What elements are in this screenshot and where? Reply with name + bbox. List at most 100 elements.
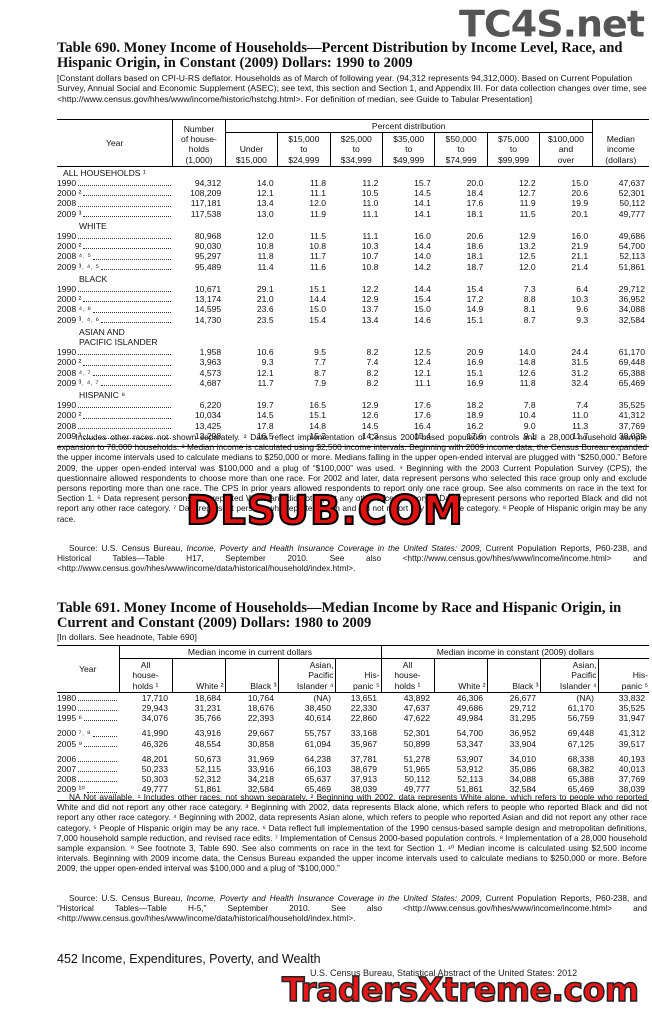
cell: 23.6	[256, 304, 274, 315]
source-title: Income, Poverty and Health Insurance Cov…	[186, 543, 480, 553]
cell: 49,984	[456, 713, 484, 724]
leader	[83, 215, 171, 217]
cell: 15.4	[414, 430, 431, 441]
cell: 19.9	[571, 198, 589, 209]
cell: 10.7	[361, 251, 379, 262]
cell: 9.1	[523, 430, 536, 441]
cell: 18.4	[466, 188, 484, 199]
cell: 15.0	[309, 304, 327, 315]
data-row: 2009 ³˒ ⁴˒ ⁵ 95,489 11.4 11.6 10.8 14.2 18.7 12…	[57, 262, 649, 272]
group-row: HISPANIC ⁸	[57, 388, 649, 400]
cell: 14.4	[309, 294, 327, 305]
cell: 49,686	[618, 231, 645, 242]
cell: 41,312	[618, 410, 645, 421]
column-header: Under $15,000	[224, 132, 278, 167]
header-row: Year Median income in current dollars Medi…	[57, 645, 650, 674]
data-row: 1995 ⁶ 34,076 35,766 22,393 40,614 22,860 47,6…	[57, 713, 649, 723]
cell: 14.2	[414, 261, 431, 272]
leader	[84, 745, 117, 747]
cell: 20.6	[571, 188, 589, 199]
cell: 11.4	[257, 261, 274, 272]
cell: 14.8	[309, 420, 327, 431]
year-wrap: 2008 ⁴˒ ⁷	[57, 368, 173, 378]
cell: 38,679	[350, 764, 378, 775]
cell: 14.1	[414, 198, 431, 209]
cell: 108,209	[190, 188, 222, 199]
cell: 8.2	[366, 377, 379, 388]
cell: 9.3	[576, 314, 589, 325]
leader	[92, 374, 171, 376]
year-cell: 2009 ¹⁰	[57, 784, 119, 794]
year-wrap: 2005 ⁹	[57, 739, 119, 749]
source-text: Source: U.S. Census Bureau,	[69, 893, 187, 903]
cell: 12.9	[361, 400, 379, 411]
data-row: 2005 ⁹ 46,326 48,554 30,858 61,094 35,967 50,8…	[57, 739, 649, 749]
leader	[78, 407, 171, 409]
cell: 50,303	[141, 774, 168, 785]
leader	[83, 364, 171, 366]
column-header: His- panic ⁵	[597, 658, 650, 693]
cell: 47,637	[618, 178, 645, 189]
cell: 35,766	[194, 713, 221, 724]
year-wrap: 2000 ²	[57, 410, 173, 420]
year-cell: 2009 ³	[57, 431, 173, 441]
cell: 14.0	[518, 347, 536, 358]
col	[330, 120, 382, 447]
year-wrap: 1990	[57, 400, 173, 410]
cell: 34,088	[618, 304, 645, 315]
cell: 15.0	[414, 304, 431, 315]
year-label: 1980	[57, 692, 77, 703]
cell: 34,076	[141, 713, 168, 724]
cell: 14.9	[466, 304, 484, 315]
year-cell: 2008	[57, 198, 173, 208]
cell: 29,712	[509, 703, 537, 714]
leader	[78, 354, 171, 356]
leader	[93, 311, 171, 313]
cell: 16.9	[466, 377, 484, 388]
cell: 7.8	[523, 400, 536, 411]
cell: 46,306	[456, 692, 484, 703]
col	[382, 120, 434, 447]
year-cell: 2008	[57, 421, 173, 431]
cell: 14.4	[414, 284, 431, 295]
column-header: Median income in constant (2009) dollars	[380, 645, 650, 660]
cell: 10,034	[194, 410, 222, 421]
cell: 43,916	[194, 728, 221, 739]
cell: 12.9	[361, 294, 379, 305]
table690-footnotes: ¹ Includes other races not shown separat…	[57, 432, 647, 524]
leader	[78, 427, 171, 429]
data-row: 1990 1,958 10.6 9.5 8.2 12.5 20.9 14.0 24.4 61,17…	[57, 347, 649, 357]
cell: 10,764	[247, 692, 274, 703]
watermark: DLSUB.COM	[185, 487, 464, 535]
cell: 33,832	[618, 692, 646, 703]
column-header: Year	[79, 663, 97, 674]
leader	[86, 791, 117, 793]
cell: 3,963	[199, 357, 222, 368]
cell: 52,312	[194, 774, 221, 785]
leader	[83, 301, 171, 303]
year-label: 2000 ²	[57, 294, 82, 305]
cell: 18.2	[466, 400, 484, 411]
cell: 9.0	[523, 420, 536, 431]
year-cell: 2009 ³˒ ⁴˒ ⁷	[57, 378, 173, 388]
column-header: All house- holds ¹	[380, 658, 435, 693]
cell: 13,651	[350, 692, 378, 703]
cell: 50,233	[141, 764, 168, 775]
column-header: $15,000 to $24,999	[277, 132, 331, 167]
cell: 31,947	[618, 713, 646, 724]
data-row: 2009 ³ 117,538 13.0 11.9 11.1 14.1 18.1 11.5 20.…	[57, 209, 649, 219]
cell: 20.9	[466, 347, 484, 358]
year-wrap: 2009 ³	[57, 209, 173, 219]
source-title: Income, Poverty and Health Insurance Cov…	[186, 893, 480, 903]
cell: 10.8	[309, 241, 327, 252]
cell: 49,686	[456, 703, 484, 714]
data-row: 2000 ² 10,034 14.5 15.1 12.6 17.6 18.9 10.4 11.0…	[57, 410, 649, 420]
year-wrap: 1990	[57, 703, 119, 713]
data-row: 2009 ¹⁰ 49,777 51,861 32,584 65,469 38,039 49,…	[57, 784, 649, 794]
cell: 7.9	[314, 377, 327, 388]
column-header: Asian, Pacific Islander ⁴	[539, 658, 599, 693]
cell: 40,614	[304, 713, 331, 724]
cell: 61,170	[618, 347, 645, 358]
cell: 66,103	[304, 764, 331, 775]
year-label: 2008 ⁴˒ ⁶	[57, 304, 91, 315]
